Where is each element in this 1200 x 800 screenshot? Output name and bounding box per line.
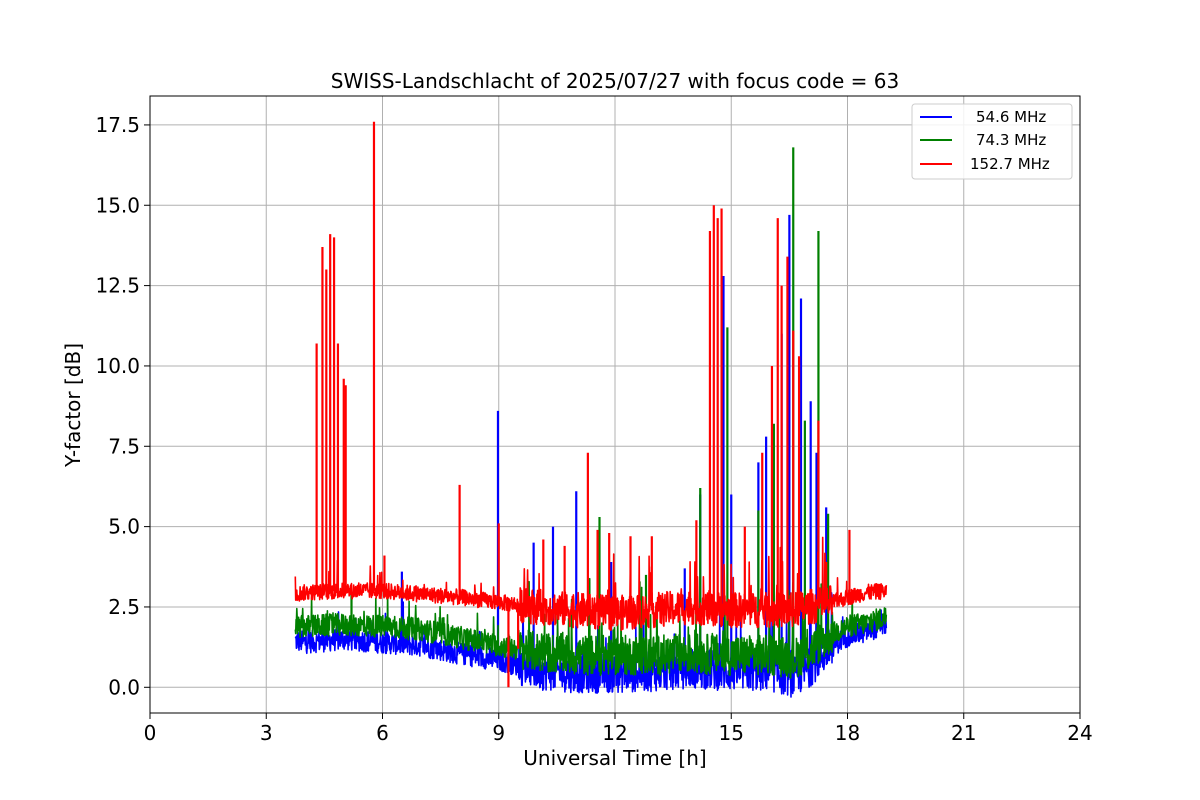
series-line xyxy=(294,576,888,679)
y-tick-label: 2.5 xyxy=(108,595,140,619)
x-tick-label: 15 xyxy=(719,721,744,745)
x-tick-label: 24 xyxy=(1067,721,1092,745)
series-layer xyxy=(294,121,888,698)
x-tick-label: 21 xyxy=(951,721,976,745)
y-tick-label: 17.5 xyxy=(95,113,140,137)
x-tick-label: 6 xyxy=(376,721,389,745)
x-tick-label: 12 xyxy=(602,721,627,745)
legend-box xyxy=(911,103,1073,180)
y-tick-label: 5.0 xyxy=(108,515,140,539)
y-tick-label: 15.0 xyxy=(95,193,140,217)
x-tick-label: 18 xyxy=(835,721,860,745)
y-tick-label: 10.0 xyxy=(95,354,140,378)
legend-label-152-7: 152.7 MHz xyxy=(970,155,1050,173)
x-tick-label: 0 xyxy=(144,721,157,745)
x-axis-title: Universal Time [h] xyxy=(523,746,706,770)
y-axis-title: Y-factor [dB] xyxy=(61,343,85,468)
ticks: 0 3 6 9 12 15 18 21 24 0.0 2.5 5.0 7.5 10.0 12.5 15.0 17… xyxy=(95,113,1092,745)
y-tick-label: 0.0 xyxy=(108,675,140,699)
legend: 54.6 MHz 74.3 MHz 152.7 MHz xyxy=(911,103,1073,180)
x-tick-label: 3 xyxy=(260,721,273,745)
legend-label-74-3: 74.3 MHz xyxy=(976,131,1046,149)
y-tick-label: 12.5 xyxy=(95,274,140,298)
x-tick-label: 9 xyxy=(492,721,505,745)
chart-title: SWISS-Landschlacht of 2025/07/27 with fo… xyxy=(331,69,899,93)
y-tick-label: 7.5 xyxy=(108,434,140,458)
legend-label-54-6: 54.6 MHz xyxy=(976,108,1046,126)
series-line xyxy=(294,592,888,698)
